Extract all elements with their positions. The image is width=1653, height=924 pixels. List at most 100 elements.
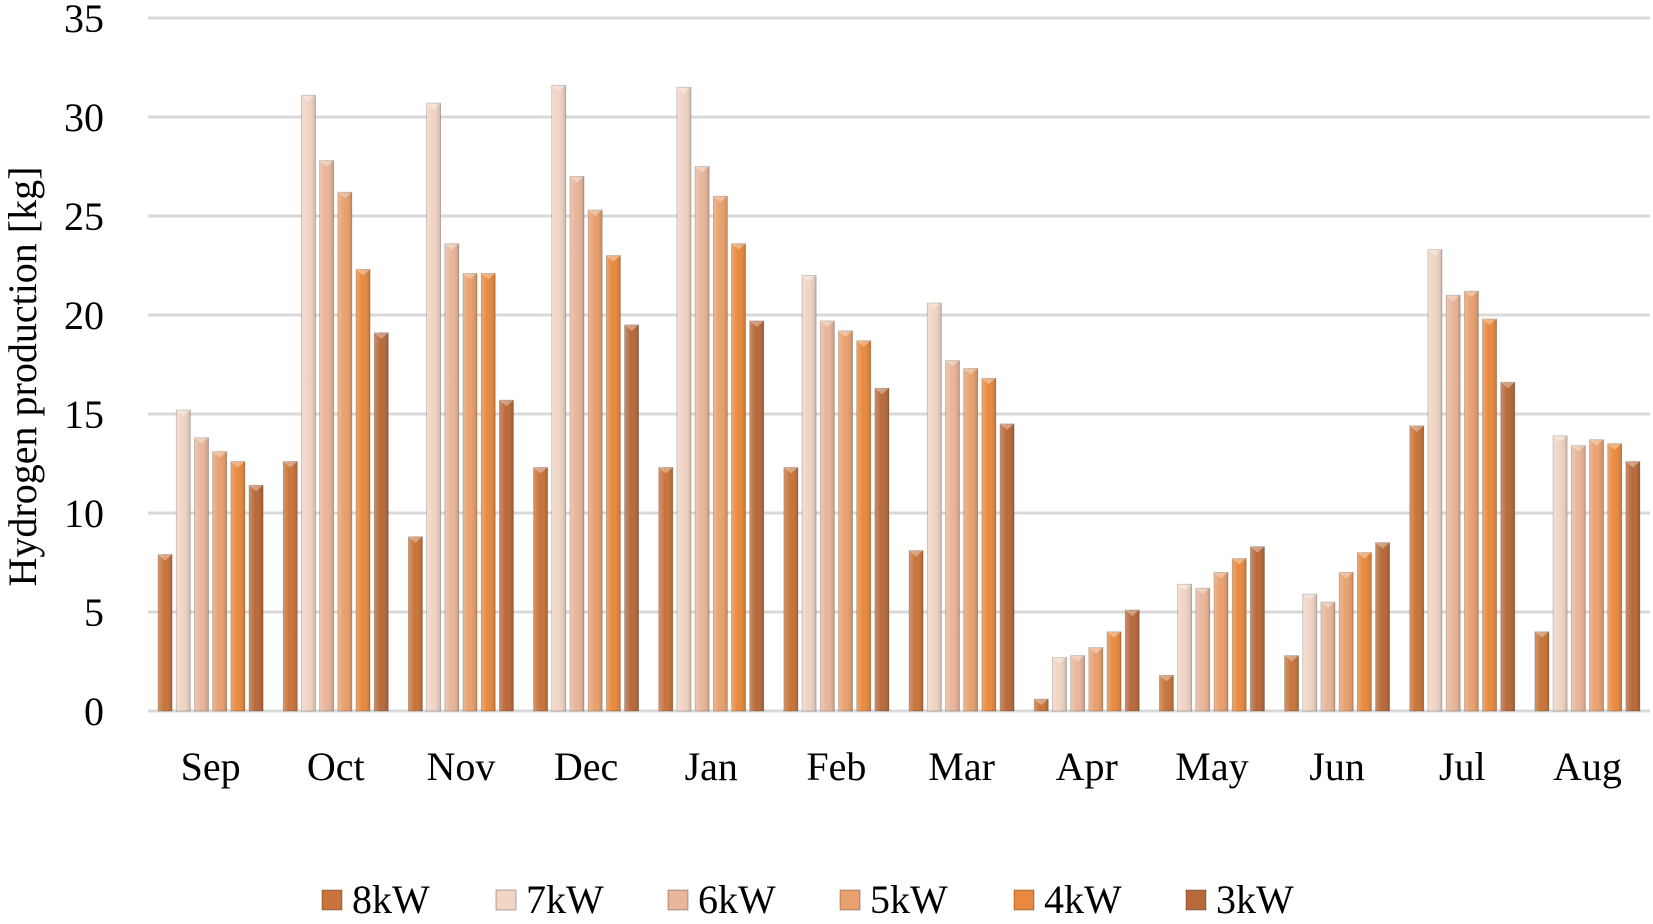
x-tick-label: Nov bbox=[426, 744, 495, 789]
bar-mar-6kw bbox=[945, 360, 960, 712]
bar-nov-5kw bbox=[462, 273, 478, 712]
bar-jun-3kw bbox=[1375, 542, 1390, 712]
legend-label: 3kW bbox=[1216, 877, 1294, 922]
bar-dec-5kw bbox=[587, 209, 603, 712]
legend-item-8kw: 8kW bbox=[321, 877, 430, 922]
bar-jul-6kw bbox=[1445, 294, 1461, 712]
y-tick-label: 15 bbox=[64, 392, 104, 437]
x-tick-label: Mar bbox=[928, 744, 995, 789]
bar-sep-6kw bbox=[194, 437, 209, 712]
x-axis-ticks: Sep Oct Nov Dec Jan Feb Mar Apr May Jun Jul Aug bbox=[181, 744, 1622, 789]
y-tick-label: 10 bbox=[64, 491, 104, 536]
bar-jan-7kw bbox=[676, 86, 692, 712]
bar-oct-7kw bbox=[301, 94, 316, 712]
bar-jan-4kw bbox=[731, 243, 746, 712]
bar-mar-5kw bbox=[963, 368, 979, 712]
x-tick-label: Jan bbox=[685, 744, 738, 789]
bar-mar-4kw bbox=[981, 377, 997, 712]
bar-aug-7kw bbox=[1552, 435, 1568, 712]
bar-dec-6kw bbox=[569, 175, 585, 712]
bar-sep-4kw bbox=[230, 461, 246, 712]
bar-jul-7kw bbox=[1427, 249, 1443, 712]
bar-oct-8kw bbox=[282, 461, 298, 712]
bar-oct-6kw bbox=[319, 160, 335, 712]
legend-swatch bbox=[321, 889, 343, 911]
bar-nov-7kw bbox=[426, 102, 442, 712]
legend-item-3kw: 3kW bbox=[1185, 877, 1294, 922]
bar-mar-3kw bbox=[999, 423, 1015, 712]
legend-item-5kw: 5kW bbox=[839, 877, 948, 922]
bar-feb-7kw bbox=[801, 274, 817, 712]
bar-dec-3kw bbox=[624, 324, 639, 712]
bar-may-5kw bbox=[1213, 572, 1229, 712]
y-tick-label: 5 bbox=[84, 590, 104, 635]
bar-apr-7kw bbox=[1052, 657, 1067, 712]
bar-aug-6kw bbox=[1570, 445, 1586, 712]
bar-jul-5kw bbox=[1463, 290, 1479, 712]
y-tick-label: 0 bbox=[84, 689, 104, 734]
bar-feb-5kw bbox=[838, 330, 853, 712]
bar-jan-6kw bbox=[694, 166, 710, 712]
legend-swatch bbox=[1185, 889, 1207, 911]
bars bbox=[157, 84, 1641, 712]
legend-label: 5kW bbox=[870, 877, 948, 922]
y-axis-title: Hydrogen production [kg] bbox=[0, 167, 45, 587]
bar-may-6kw bbox=[1195, 587, 1211, 712]
bar-dec-8kw bbox=[533, 467, 548, 712]
x-tick-label: Oct bbox=[307, 744, 365, 789]
x-tick-label: Jun bbox=[1309, 744, 1365, 789]
bar-dec-4kw bbox=[605, 255, 621, 712]
bar-oct-3kw bbox=[373, 332, 389, 712]
bar-may-7kw bbox=[1177, 583, 1193, 712]
bar-aug-3kw bbox=[1625, 461, 1641, 712]
bar-jul-3kw bbox=[1500, 381, 1516, 712]
bar-feb-6kw bbox=[819, 320, 835, 712]
bar-may-8kw bbox=[1159, 674, 1174, 712]
x-tick-label: Aug bbox=[1553, 744, 1622, 789]
x-tick-label: Sep bbox=[181, 744, 241, 789]
bar-apr-8kw bbox=[1033, 698, 1049, 712]
bar-aug-8kw bbox=[1534, 631, 1550, 712]
y-axis-ticks: 0 5 10 15 20 25 30 35 bbox=[64, 0, 104, 734]
bar-jun-6kw bbox=[1320, 601, 1336, 712]
bar-mar-7kw bbox=[926, 302, 942, 712]
bar-sep-3kw bbox=[248, 484, 264, 712]
legend-swatch bbox=[839, 889, 861, 911]
legend-item-6kw: 6kW bbox=[667, 877, 776, 922]
bar-oct-4kw bbox=[355, 269, 371, 712]
x-tick-label: Dec bbox=[554, 744, 618, 789]
bar-jan-5kw bbox=[712, 195, 728, 712]
y-tick-label: 20 bbox=[64, 293, 104, 338]
bar-jul-4kw bbox=[1482, 318, 1497, 712]
legend-label: 6kW bbox=[698, 877, 776, 922]
legend-label: 8kW bbox=[352, 877, 430, 922]
bar-nov-8kw bbox=[408, 536, 423, 712]
x-tick-label: May bbox=[1175, 744, 1248, 789]
legend-item-7kw: 7kW bbox=[495, 877, 604, 922]
bar-may-3kw bbox=[1250, 546, 1265, 712]
bar-nov-3kw bbox=[499, 399, 514, 712]
legend-swatch bbox=[495, 889, 517, 911]
bar-jul-8kw bbox=[1409, 425, 1425, 712]
bar-nov-6kw bbox=[444, 243, 460, 712]
legend-label: 7kW bbox=[526, 877, 604, 922]
bar-feb-4kw bbox=[856, 340, 872, 712]
bar-apr-5kw bbox=[1088, 647, 1104, 712]
bar-jan-8kw bbox=[658, 467, 674, 712]
bar-jan-3kw bbox=[749, 320, 765, 712]
bar-mar-8kw bbox=[908, 550, 924, 712]
bar-feb-8kw bbox=[783, 467, 799, 712]
legend-label: 4kW bbox=[1044, 877, 1122, 922]
bar-sep-7kw bbox=[175, 409, 191, 712]
bar-jun-4kw bbox=[1356, 552, 1372, 712]
legend-swatch bbox=[1013, 889, 1035, 911]
x-tick-label: Jul bbox=[1439, 744, 1486, 789]
bar-dec-7kw bbox=[551, 84, 567, 712]
legend: 8kW 7kW 6kW 5kW 4kW 3kW bbox=[321, 877, 1294, 922]
x-tick-label: Apr bbox=[1056, 744, 1118, 789]
bar-jun-7kw bbox=[1302, 593, 1318, 712]
bar-apr-4kw bbox=[1106, 631, 1122, 712]
bar-feb-3kw bbox=[874, 387, 890, 712]
y-tick-label: 35 bbox=[64, 0, 104, 41]
